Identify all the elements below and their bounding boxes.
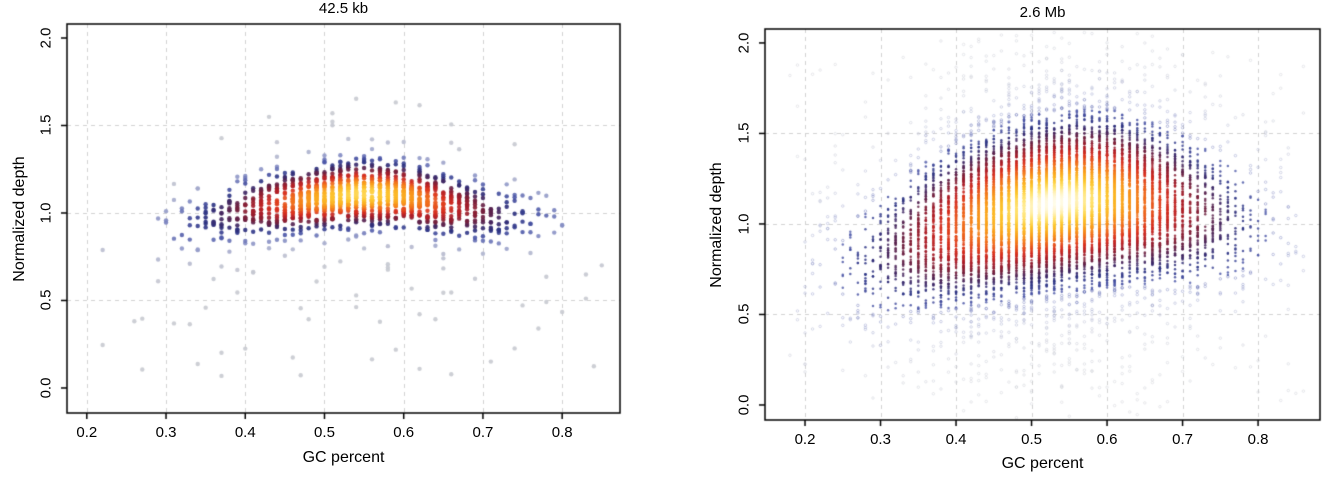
y-axis-label-left: Normalized depth: [11, 155, 28, 282]
x-tick-label: 0.3: [870, 431, 891, 448]
y-tick-label: 1.5: [735, 123, 753, 144]
panel-2-6-mb: 2.6 Mb Normalized depth GC percent 0.2 0.…: [665, 0, 1335, 478]
x-tick-label: 0.4: [945, 431, 967, 448]
x-tick-label: 0.8: [551, 424, 573, 441]
x-tick-label: 0.7: [472, 424, 494, 441]
density-scatter-canvas-right: [665, 0, 1335, 478]
y-axis-label-right: Normalized depth: [708, 161, 725, 288]
x-axis-label-left: GC percent: [302, 449, 385, 466]
x-tick-label: 0.3: [155, 424, 177, 441]
x-tick-label: 0.5: [314, 424, 335, 441]
x-tick-label: 0.8: [1247, 431, 1269, 448]
y-tick-label: 1.0: [735, 213, 753, 235]
y-tick-label: 1.0: [37, 202, 55, 224]
x-tick-label: 0.5: [1021, 431, 1042, 448]
x-axis-label-right: GC percent: [1001, 455, 1084, 472]
y-tick-label: 0.0: [37, 377, 55, 399]
y-tick-label: 0.0: [735, 394, 753, 416]
plot-title-left: 42.5 kb: [318, 0, 369, 17]
y-tick-label: 1.5: [37, 115, 55, 136]
y-tick-label: 0.5: [37, 290, 55, 311]
y-tick-label: 0.5: [735, 304, 753, 325]
plot-title-right: 2.6 Mb: [1019, 4, 1066, 21]
density-scatter-canvas-left: [0, 0, 665, 478]
x-tick-label: 0.2: [794, 431, 816, 448]
x-tick-label: 0.6: [1096, 431, 1118, 448]
y-tick-label: 2.0: [735, 32, 753, 54]
x-tick-label: 0.2: [76, 424, 98, 441]
x-tick-label: 0.4: [234, 424, 256, 441]
x-tick-label: 0.7: [1172, 431, 1193, 448]
panel-42-5-kb: 42.5 kb Normalized depth GC percent 0.2 0…: [0, 0, 665, 478]
y-tick-label: 2.0: [37, 27, 55, 49]
x-tick-label: 0.6: [393, 424, 415, 441]
